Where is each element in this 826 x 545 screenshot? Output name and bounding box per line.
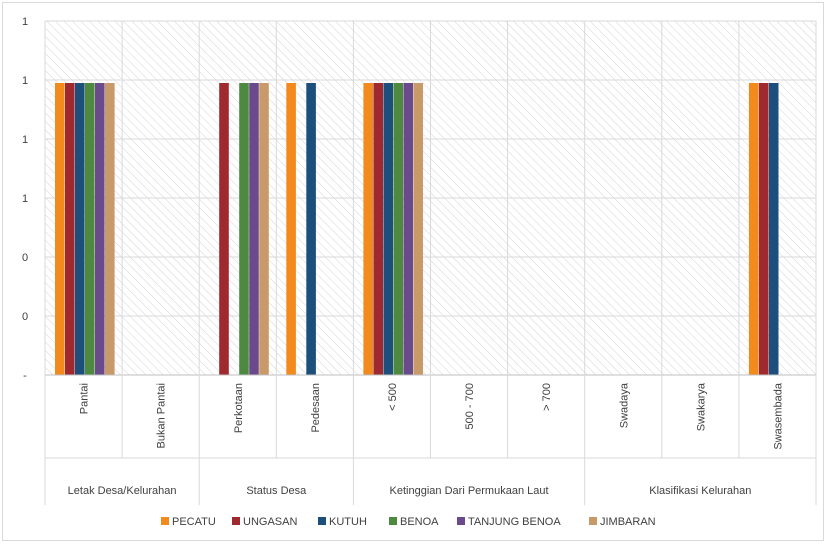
- y-axis-tick-labels: - 0 0 1 1 1 1: [22, 16, 28, 382]
- y-tick-label: 1: [22, 134, 28, 146]
- bar: [403, 83, 413, 375]
- bar: [758, 83, 769, 375]
- bar: [75, 83, 85, 375]
- category-label: Swadaya: [618, 382, 630, 428]
- legend-swatch: [232, 517, 240, 525]
- category-labels: Pantai Bukan Pantai Perkotaan Pedesaan < 500…: [79, 382, 785, 450]
- category-label: Bukan Pantai: [156, 383, 168, 448]
- y-tick-label: 0: [22, 252, 28, 264]
- legend-swatch: [161, 517, 169, 525]
- legend-label: UNGASAN: [243, 516, 297, 528]
- bar: [383, 83, 393, 375]
- category-label: Swakarya: [695, 382, 707, 431]
- legend-label: JIMBARAN: [600, 516, 656, 528]
- bars: [55, 83, 779, 375]
- category-label: > 700: [541, 383, 553, 411]
- bar: [748, 83, 759, 375]
- legend-label: PECATU: [172, 516, 216, 528]
- legend-label: TANJUNG BENOA: [468, 516, 561, 528]
- bar: [65, 83, 75, 375]
- category-label: < 500: [387, 383, 399, 411]
- bar: [306, 83, 316, 375]
- category-label: Swasembada: [772, 382, 784, 450]
- category-label: 500 - 700: [464, 383, 476, 429]
- bar: [259, 83, 269, 375]
- bar: [768, 83, 779, 375]
- group-label: Letak Desa/Kelurahan: [68, 485, 177, 497]
- bar: [249, 83, 259, 375]
- legend-swatch: [389, 517, 397, 525]
- group-label: Status Desa: [246, 485, 307, 497]
- bar: [363, 83, 373, 375]
- bar: [239, 83, 249, 375]
- bar: [85, 83, 95, 375]
- bar: [55, 83, 65, 375]
- legend-swatch: [457, 517, 465, 525]
- bar: [393, 83, 403, 375]
- legend-label: BENOA: [400, 516, 439, 528]
- bar: [413, 83, 423, 375]
- legend-swatch: [318, 517, 326, 525]
- y-tick-label: 1: [22, 75, 28, 87]
- category-label: Pantai: [79, 383, 91, 414]
- grouped-bar-chart: - 0 0 1 1 1 1 Pantai Bukan Pantai Perkotaan Pedes…: [22, 16, 817, 528]
- y-tick-label: 0: [22, 311, 28, 323]
- group-labels: Letak Desa/Kelurahan Status Desa Ketinggia…: [68, 485, 752, 497]
- bar: [105, 83, 115, 375]
- bar: [286, 83, 296, 375]
- category-label: Pedesaan: [310, 383, 322, 433]
- group-label: Klasifikasi Kelurahan: [649, 485, 751, 497]
- y-tick-label: 1: [22, 16, 28, 28]
- legend: PECATU UNGASAN KUTUH BENOA TANJUNG BENOA JIMB…: [161, 516, 656, 528]
- y-tick-label: 1: [22, 193, 28, 205]
- bar: [219, 83, 229, 375]
- y-tick-label: -: [23, 370, 27, 382]
- group-label: Ketinggian Dari Permukaan Laut: [390, 485, 549, 497]
- category-label: Perkotaan: [233, 383, 245, 433]
- bar: [95, 83, 105, 375]
- legend-swatch: [589, 517, 597, 525]
- x-axis: [44, 21, 817, 505]
- bar: [373, 83, 383, 375]
- legend-label: KUTUH: [329, 516, 367, 528]
